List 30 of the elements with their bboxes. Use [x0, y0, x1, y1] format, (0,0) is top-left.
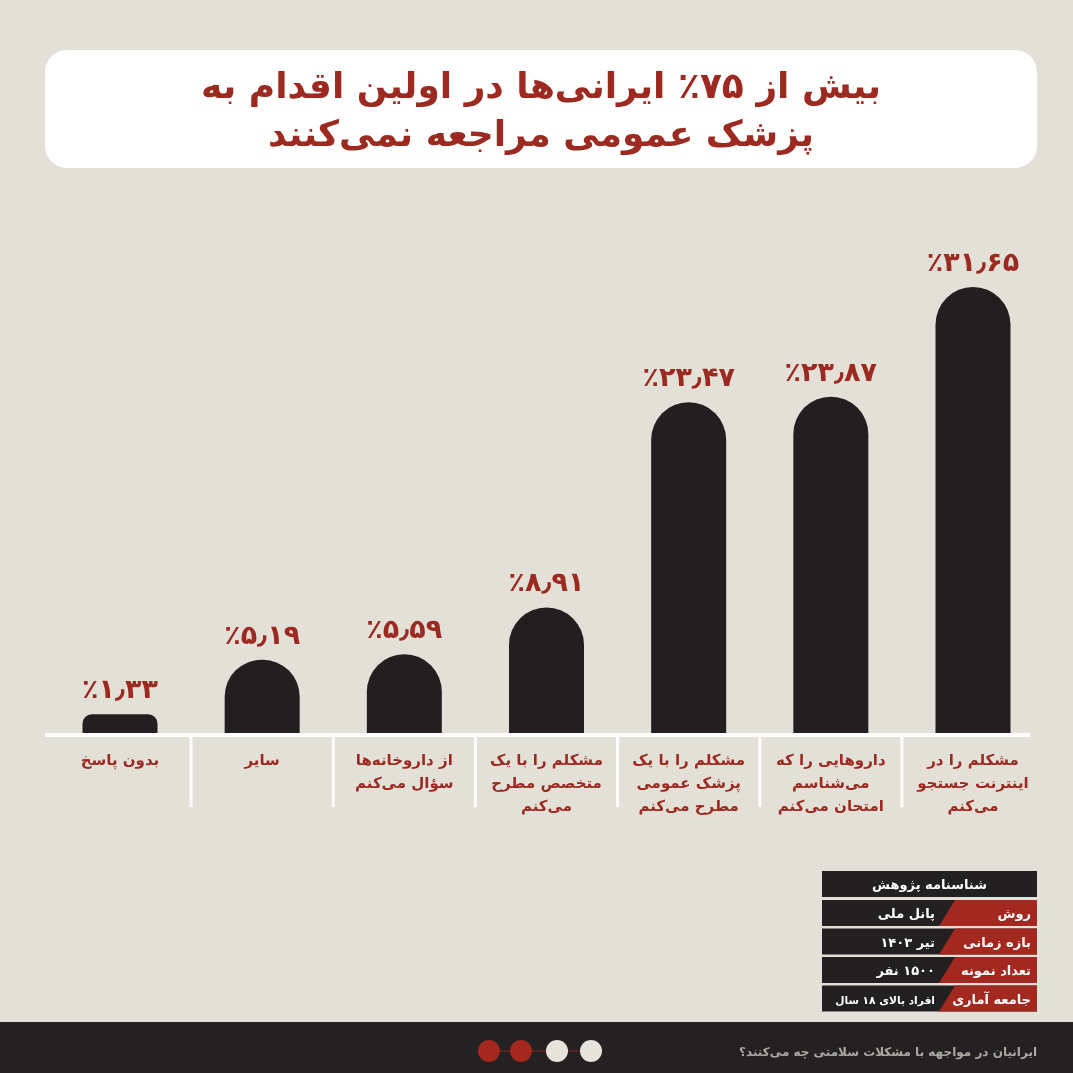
bar — [793, 396, 869, 733]
x-tick-label: از داروخانه‌ها سؤال می‌کنم — [355, 751, 454, 792]
bar — [82, 714, 158, 733]
data-label: ٪۸٫۹۱ — [508, 566, 585, 598]
data-label: ٪۵٫۱۹ — [224, 618, 301, 650]
chart-title: بیش از ۷۵٪ ایرانی‌ها در اولین اقدام به پزشک عمومی مراجعه نمی‌کنند — [200, 65, 882, 155]
data-label: ٪۲۳٫۴۷ — [642, 361, 736, 393]
x-tick-label: بدون پاسخ — [80, 751, 160, 770]
x-tick-label: سایر — [243, 751, 280, 769]
text: پانل ملی — [877, 906, 935, 921]
text: شناسنامه پژوهش — [872, 877, 987, 892]
text: روش — [997, 906, 1031, 921]
text: تیر ۱۴۰۳ — [880, 934, 935, 950]
text: افراد بالای ۱۸ سال — [835, 993, 935, 1007]
text: تعداد نمونه — [961, 963, 1031, 978]
data-label: ٪۳۱٫۶۵ — [926, 246, 1020, 277]
x-tick-label: مشکلم را با یک متخصص مطرح می‌کنم — [490, 751, 603, 815]
bar — [509, 607, 584, 733]
text: بازه زمانی — [963, 934, 1031, 950]
data-label: ٪۲۳٫۸۷ — [784, 355, 878, 387]
bar — [935, 287, 1011, 733]
text: جامعه آماری — [952, 990, 1031, 1007]
text: ۱۵۰۰ نفر — [875, 963, 935, 978]
x-tick-label: مشکلم را با یک پزشک عمومی مطرح می‌کنم — [632, 751, 746, 815]
x-tick-label: داروهایی را که می‌شناسم امتحان می‌کنم — [775, 751, 886, 815]
data-label: ٪۱٫۳۳ — [81, 673, 159, 705]
x-tick-label: مشکلم را در اینترنت جستجو می‌کنم — [916, 751, 1029, 815]
bar — [651, 402, 727, 733]
data-label: ٪۵٫۵۹ — [366, 613, 443, 645]
text: ایرانیان در مواجهه با مشکلات سلامتی چه می‌کنند؟ — [739, 1045, 1037, 1060]
